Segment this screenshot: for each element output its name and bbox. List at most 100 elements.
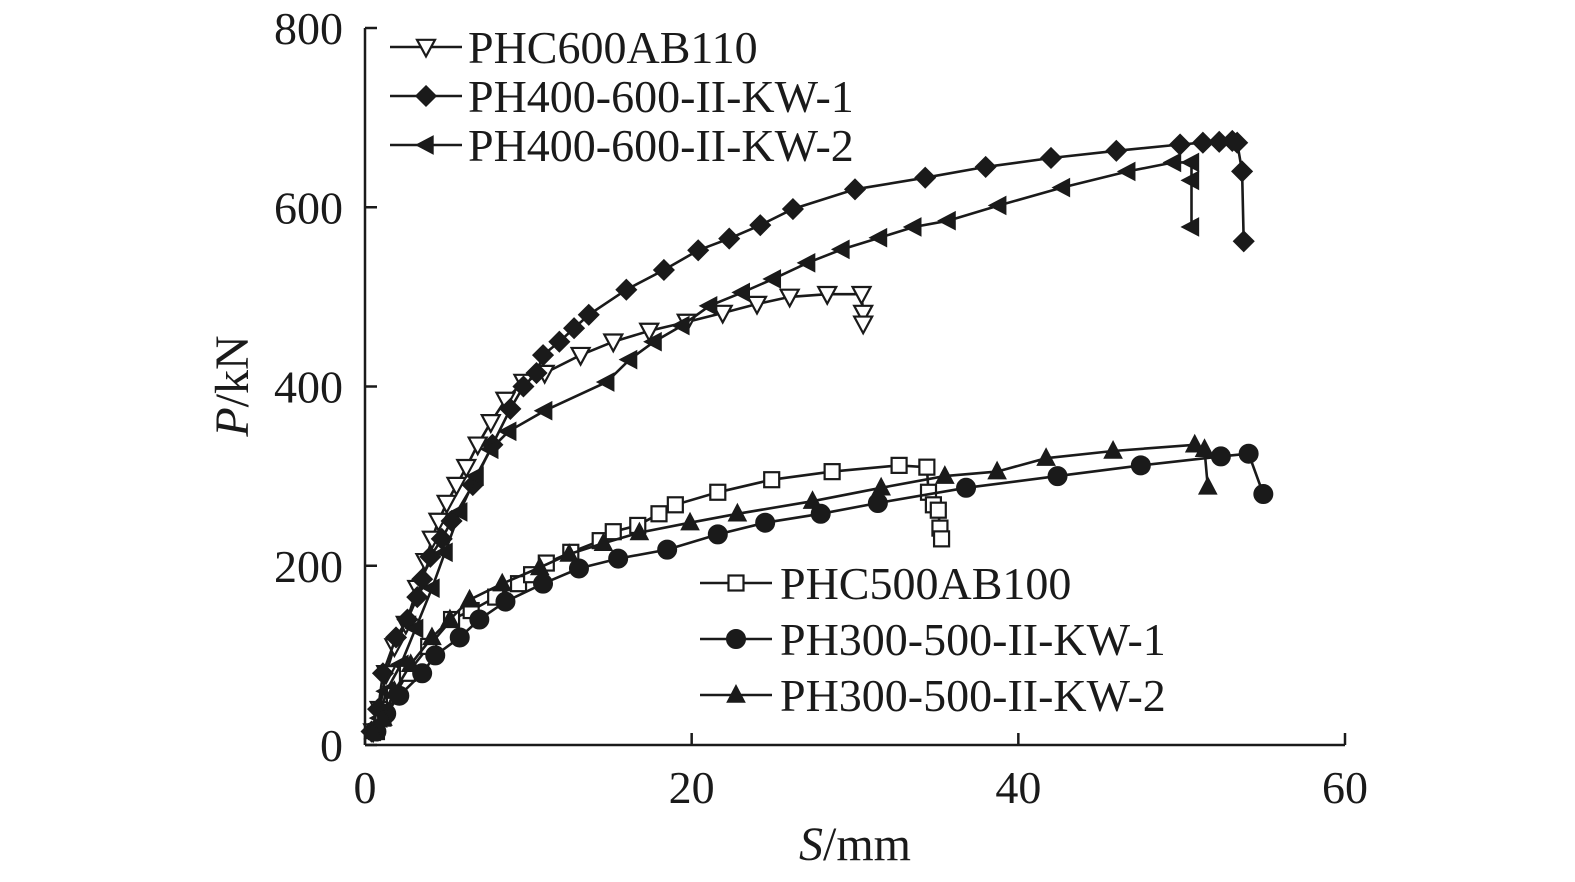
series-1 [360, 129, 1255, 743]
series-3-point-19 [823, 463, 841, 481]
series-2-point-16 [698, 296, 718, 316]
legend-layer: PHC600AB110PH400-600-II-KW-1PH400-600-II… [390, 22, 1166, 721]
series-1-point-15 [531, 344, 555, 367]
x-axis-label-unit: /mm [823, 818, 911, 871]
series-2-point-7 [448, 502, 468, 522]
series-1-point-12 [499, 397, 522, 420]
series-2-point-25 [1051, 177, 1071, 198]
series-1-point-19 [615, 278, 638, 301]
series-0-point-24 [816, 285, 839, 306]
series-3-point-13 [604, 523, 622, 541]
series-0-point-25 [850, 285, 873, 306]
series-1-point-30 [1168, 133, 1192, 156]
series-4-point-10 [608, 548, 629, 569]
legend-bottom-right: PHC500AB100PH300-500-II-KW-1PH300-500-II… [700, 558, 1166, 721]
legend-item-2-label: PH400-600-II-KW-2 [468, 120, 854, 171]
series-5-point-18 [1036, 447, 1056, 466]
series-1-point-17 [563, 317, 586, 340]
series-2 [362, 152, 1200, 742]
series-0-point-11 [455, 458, 478, 479]
series-5-point-9 [559, 543, 579, 562]
series-2-point-5 [420, 578, 440, 598]
y-tick-label-600: 600 [274, 182, 343, 233]
series-1-point-6 [411, 568, 434, 591]
series-5-point-16 [935, 465, 955, 484]
series-1-point-13 [512, 375, 535, 398]
series-1-point-3 [384, 626, 408, 649]
series-1-point-20 [652, 258, 675, 282]
series-3-point-18 [763, 471, 781, 489]
x-tick-label-20: 20 [669, 762, 715, 813]
series-3-point-26 [932, 530, 951, 548]
legend-top-left: PHC600AB110PH400-600-II-KW-1PH400-600-II… [390, 22, 854, 171]
legend-item-5-label: PH300-500-II-KW-2 [780, 670, 1166, 721]
series-1-point-14 [525, 361, 548, 385]
series-4-point-5 [449, 627, 470, 648]
series-5-point-22 [1197, 475, 1218, 495]
y-tick-label-0: 0 [320, 720, 343, 771]
series-layer [360, 129, 1274, 744]
series-5-point-17 [987, 460, 1007, 480]
series-4-point-21 [1253, 484, 1274, 505]
series-2-point-15 [670, 315, 690, 336]
series-2-point-8 [465, 466, 484, 486]
series-2-point-24 [987, 195, 1007, 216]
y-tick-label-400: 400 [274, 362, 343, 413]
series-1-point-35 [1231, 160, 1254, 183]
x-tick-label-60: 60 [1322, 762, 1368, 813]
series-1-point-26 [914, 166, 937, 189]
series-2-point-12 [595, 372, 615, 392]
series-4-point-16 [956, 477, 977, 498]
series-5-point-11 [629, 521, 650, 541]
series-5-point-3 [400, 653, 421, 673]
series-2-point-18 [762, 269, 782, 289]
series-5-point-0 [363, 720, 383, 740]
x-axis-label: S/mm [799, 818, 911, 871]
series-1-point-28 [1039, 146, 1063, 170]
series-2-point-27 [1162, 152, 1182, 173]
legend-item-0-marker [415, 38, 437, 59]
series-3-point-21 [918, 458, 936, 476]
y-axis-label: P/kN [206, 335, 259, 437]
legend-item-0: PHC600AB110 [390, 22, 758, 73]
series-3-point-20 [890, 456, 908, 474]
y-axis-label-unit: /kN [206, 335, 259, 407]
legend-item-4-marker [726, 629, 746, 649]
series-5-point-1 [373, 707, 393, 726]
series-1-point-23 [749, 214, 772, 237]
series-4-point-17 [1047, 466, 1068, 487]
legend-item-1-marker [414, 84, 438, 108]
series-4-point-13 [755, 512, 776, 533]
series-0-point-13 [479, 414, 502, 435]
series-2-point-29 [1180, 170, 1200, 191]
series-2-point-4 [404, 618, 424, 639]
y-tick-label-800: 800 [274, 3, 343, 54]
series-2-point-20 [830, 239, 850, 260]
series-1-point-21 [687, 239, 710, 262]
x-tick-label-40: 40 [995, 762, 1041, 813]
series-5-point-4 [422, 626, 442, 646]
series-5-point-21 [1194, 438, 1215, 457]
series-2-point-9 [479, 439, 499, 460]
series-1-point-29 [1105, 139, 1128, 162]
series-4-point-19 [1210, 446, 1231, 467]
series-2-point-11 [533, 400, 553, 421]
series-2-point-26 [1116, 161, 1136, 182]
series-5-point-19 [1103, 440, 1123, 459]
series-4-point-15 [867, 493, 888, 514]
ticks: 0 200 400 600 800 0 20 40 60 [274, 3, 1368, 813]
series-4-point-8 [533, 573, 554, 594]
series-5-point-20 [1184, 433, 1205, 453]
series-1-point-25 [843, 178, 867, 201]
legend-item-2-marker [415, 135, 434, 155]
series-0-point-17 [569, 346, 592, 367]
series-1-point-27 [974, 155, 997, 178]
legend-item-4: PH300-500-II-KW-1 [700, 614, 1166, 665]
series-2-point-30 [1180, 217, 1200, 237]
legend-item-0-label: PHC600AB110 [468, 22, 758, 73]
series-0-point-23 [778, 288, 801, 309]
y-tick-label-200: 200 [274, 541, 343, 592]
legend-item-1: PH400-600-II-KW-1 [390, 71, 854, 122]
series-0-point-19 [638, 322, 661, 343]
